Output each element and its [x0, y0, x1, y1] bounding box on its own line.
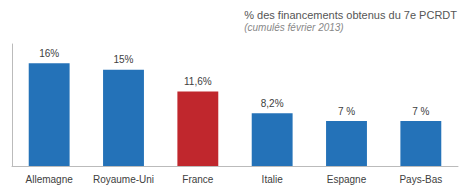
- svg-text:Italie: Italie: [262, 174, 284, 185]
- svg-text:Pays-Bas: Pays-Bas: [399, 174, 442, 185]
- svg-text:11,6%: 11,6%: [184, 76, 212, 87]
- svg-text:Espagne: Espagne: [327, 174, 367, 185]
- svg-text:France: France: [182, 174, 214, 185]
- svg-text:Allemagne: Allemagne: [26, 174, 74, 185]
- svg-text:7 %: 7 %: [412, 106, 429, 117]
- svg-text:% des financements obtenus du: % des financements obtenus du 7e PCRDT: [244, 9, 457, 21]
- svg-text:8,2%: 8,2%: [261, 98, 284, 109]
- svg-text:7 %: 7 %: [338, 106, 355, 117]
- svg-text:16%: 16%: [39, 48, 59, 59]
- svg-text:Royaume-Uni: Royaume-Uni: [93, 174, 154, 185]
- svg-text:(cumulés février 2013): (cumulés février 2013): [244, 22, 343, 33]
- svg-text:15%: 15%: [113, 54, 133, 65]
